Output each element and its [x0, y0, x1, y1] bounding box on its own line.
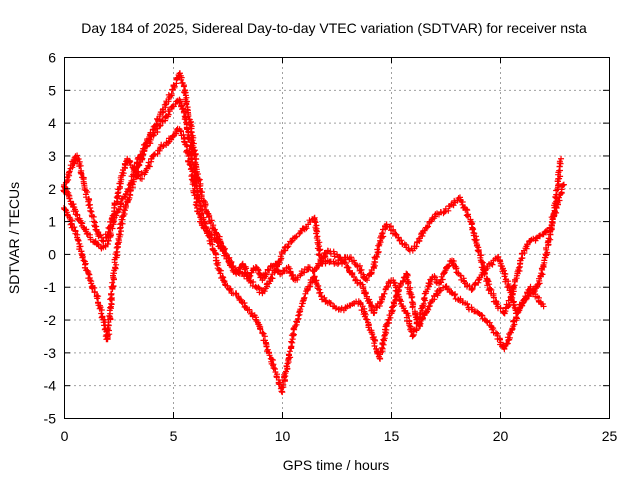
x-tick-label: 25: [602, 428, 618, 444]
y-tick-label: 2: [48, 181, 56, 197]
y-tick-label: -4: [44, 378, 57, 394]
x-axis-label: GPS time / hours: [283, 457, 390, 473]
y-tick-label: -2: [44, 312, 57, 328]
y-tick-label: 1: [48, 214, 56, 230]
chart-title: Day 184 of 2025, Sidereal Day-to-day VTE…: [81, 20, 587, 36]
series-track-b: [61, 96, 565, 396]
y-axis-label: SDTVAR / TECUs: [6, 182, 22, 294]
y-tick-label: -5: [44, 411, 57, 427]
x-tick-label: 0: [61, 428, 69, 444]
y-tick-label: 4: [48, 115, 56, 131]
y-tick-label: -3: [44, 345, 57, 361]
y-tick-label: 3: [48, 148, 56, 164]
x-tick-label: 5: [170, 428, 178, 444]
y-tick-label: 5: [48, 82, 56, 98]
x-tick-label: 10: [275, 428, 291, 444]
grid-layer: [64, 57, 609, 418]
y-tick-label: 6: [48, 50, 56, 66]
y-tick-label: 0: [48, 246, 56, 262]
y-tick-label: -1: [44, 279, 57, 295]
plot-frame: [64, 57, 610, 419]
series-layer: [60, 70, 567, 396]
x-tick-label: 20: [493, 428, 509, 444]
x-tick-label: 15: [384, 428, 400, 444]
tick-layer: 0 5 10 15 20 25 -5 -4 -3 -2 -1 0 1 2 3 4 5 6: [44, 50, 618, 445]
